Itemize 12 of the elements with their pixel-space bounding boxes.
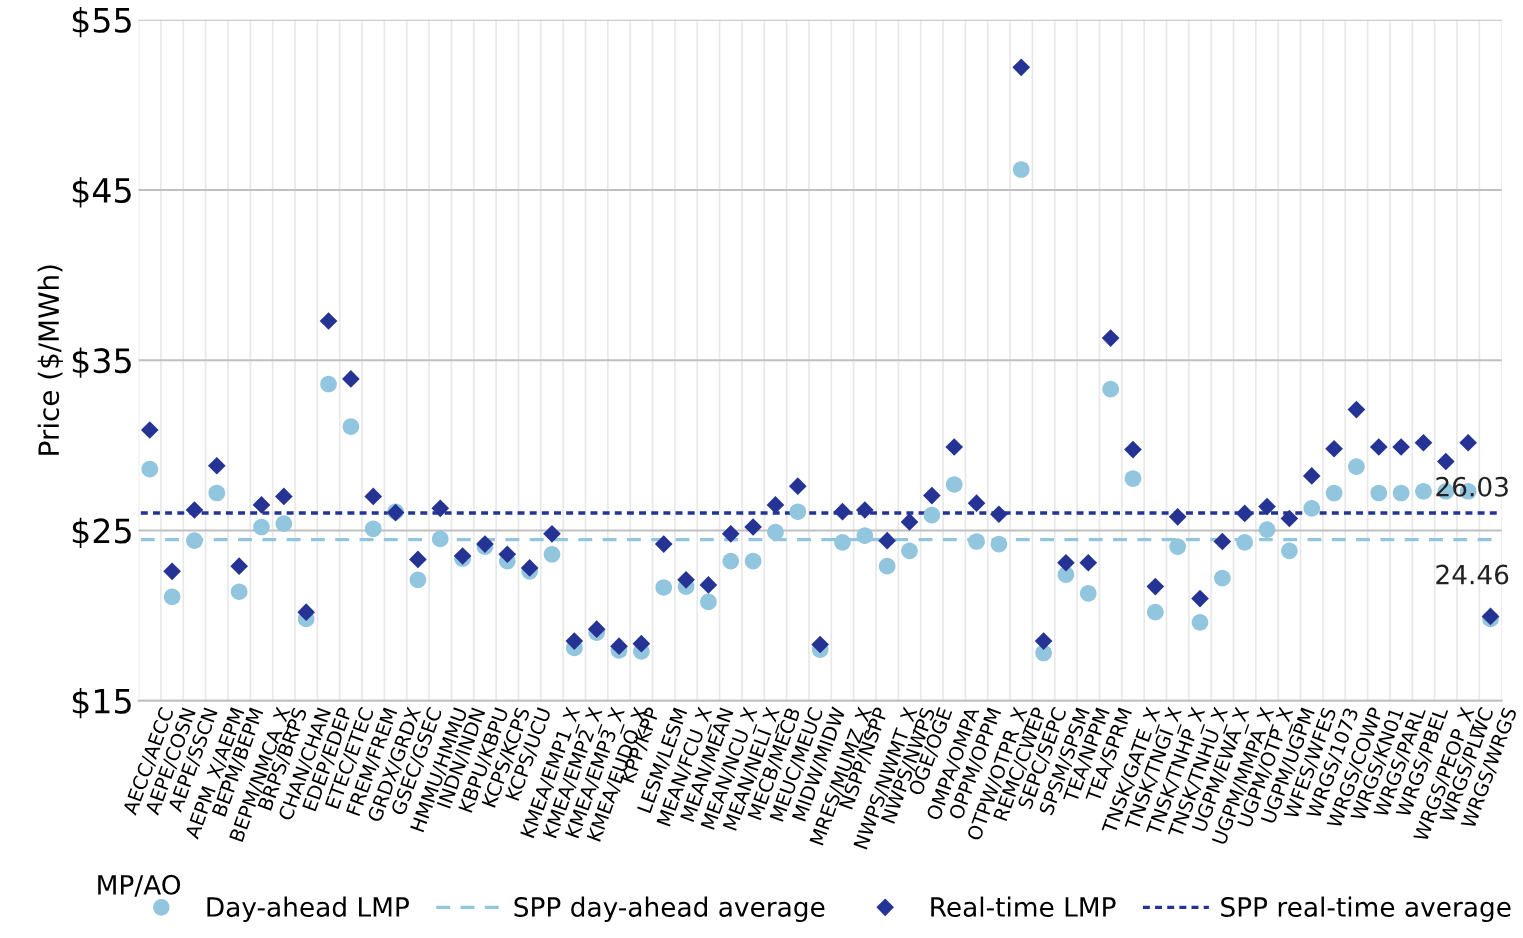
annotation: 26.03 — [1436, 476, 1508, 497]
y-tick-label: $25 — [72, 517, 131, 548]
legend-label: Day-ahead LMP — [207, 896, 409, 923]
legend-label: SPP day-ahead average — [514, 896, 825, 923]
y-axis-title: Price ($/MWh) — [37, 265, 63, 455]
legend-label: Real-time LMP — [931, 896, 1116, 917]
y-tick-label: $35 — [72, 347, 131, 378]
legend-label: SPP real-time average — [1221, 896, 1511, 923]
y-tick-label: $45 — [72, 177, 131, 208]
x-axis-title: MP/AO — [98, 874, 181, 897]
y-tick-label: $55 — [72, 7, 131, 38]
annotation: 24.46 — [1436, 564, 1509, 585]
